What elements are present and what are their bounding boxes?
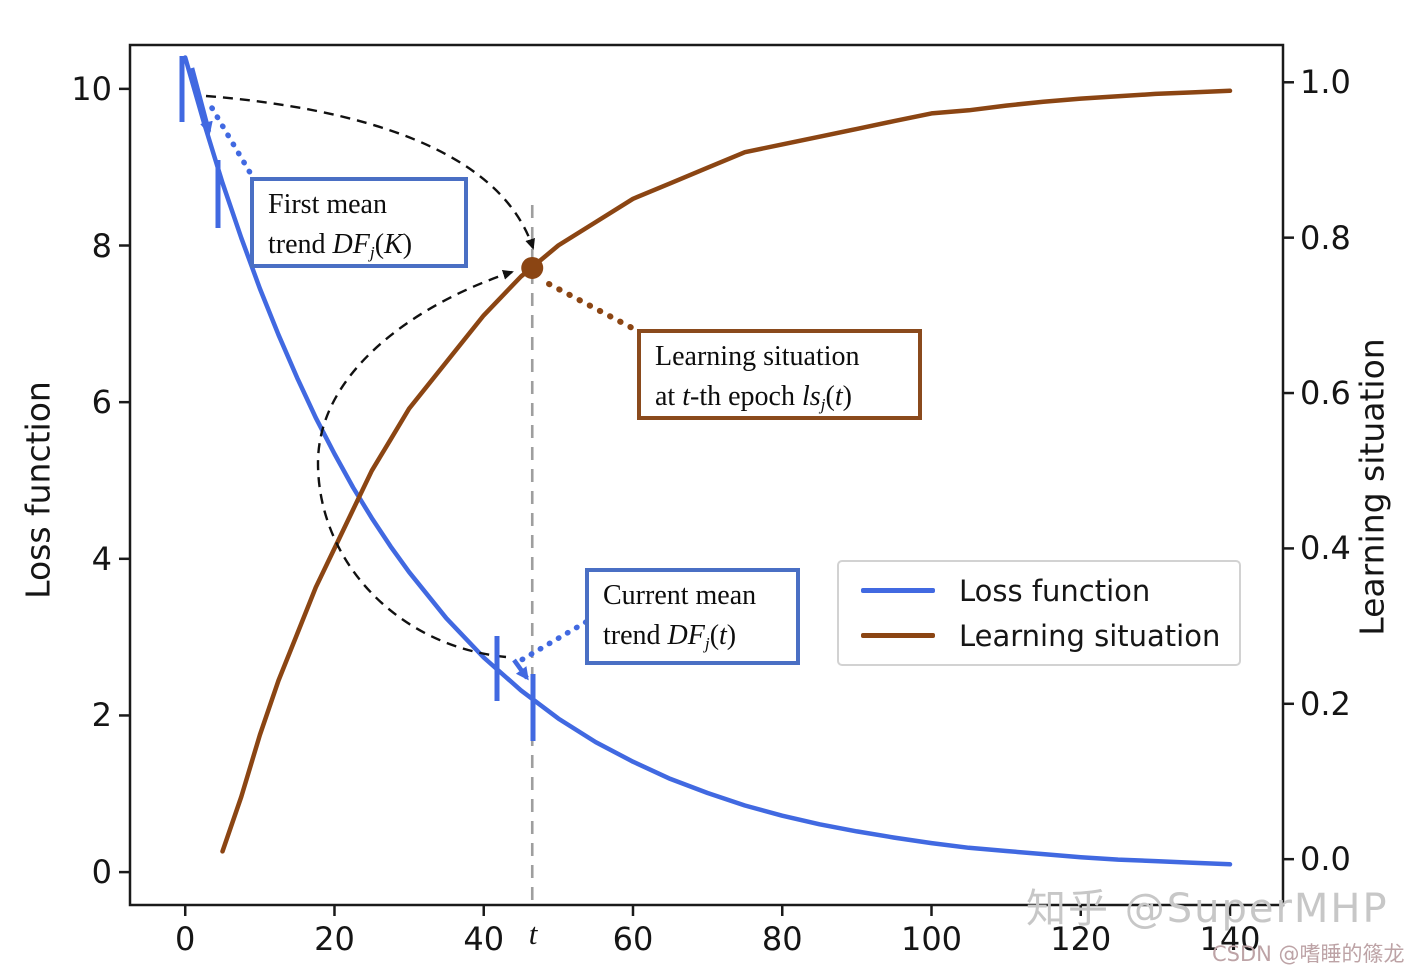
curve-loss-function xyxy=(182,55,1233,867)
annotation-line: trend DFj(K) xyxy=(268,228,413,262)
dashed-arrow-current-trend-to-dot xyxy=(316,270,514,659)
legend-label-learning: Learning situation xyxy=(959,618,1221,653)
y-right-tick-label: 0.0 xyxy=(1300,840,1351,879)
y-right-tick-label: 0.6 xyxy=(1300,374,1351,413)
x-tick-label: 100 xyxy=(900,920,963,958)
y-right-tick-label: 0.2 xyxy=(1300,684,1351,723)
dotted-connector-current-mean xyxy=(515,619,589,665)
t-tick-label: t xyxy=(528,916,538,951)
x-tick-label: 60 xyxy=(612,920,654,958)
y-axis-label-left: Loss function xyxy=(18,381,58,599)
watermark-csdn: CSDN @嗜睡的篠龙 xyxy=(1212,942,1404,966)
annotation-line: trend DFj(t) xyxy=(603,619,737,653)
y-left-tick-label: 6 xyxy=(91,383,112,422)
annotation-line: Learning situation xyxy=(655,341,860,372)
annotation-line: Current mean xyxy=(603,580,757,611)
y-left-tick-label: 8 xyxy=(91,226,112,265)
legend-line-learning xyxy=(861,633,935,638)
dotted-connector-learning-situation xyxy=(546,281,639,333)
current-trend-arrow xyxy=(512,658,529,681)
annotation-graphics xyxy=(179,56,639,741)
annotation-line: at t-th epoch lsj(t) xyxy=(655,380,852,414)
y-left-tick-label: 2 xyxy=(91,696,112,735)
curve-learning-situation xyxy=(220,88,1233,854)
dashed-arrow-first-trend-to-dot xyxy=(205,94,535,250)
y-axis-label-right: Learning situation xyxy=(1352,338,1392,636)
legend-line-loss xyxy=(861,588,935,593)
x-tick-label: 20 xyxy=(314,920,355,958)
dotted-connector-first-mean xyxy=(209,105,255,179)
legend-item-loss: Loss function xyxy=(839,574,1239,608)
annotation-box-learning-situation: Learning situation at t-th epoch lsj(t) xyxy=(637,329,922,420)
y-right-tick-label: 1.0 xyxy=(1300,63,1351,102)
legend-label-loss: Loss function xyxy=(959,573,1151,608)
legend-item-learning: Learning situation xyxy=(839,619,1239,653)
y-left-tick-label: 10 xyxy=(71,69,112,108)
y-left-tick-label: 4 xyxy=(91,539,112,578)
first-trend-arrow xyxy=(189,67,213,135)
axes-spines xyxy=(128,43,1285,907)
learning-situation-point xyxy=(521,256,544,279)
annotation-line: First mean xyxy=(268,189,387,220)
y-left-tick-label: 0 xyxy=(91,853,112,892)
x-tick-label: 140 xyxy=(1199,920,1261,958)
legend: Loss function Learning situation xyxy=(837,560,1241,666)
x-tick-label: 0 xyxy=(175,920,196,958)
x-tick-label: 40 xyxy=(463,920,505,958)
annotation-box-first-mean: First mean trend DFj(K) xyxy=(250,177,468,268)
y-right-tick-label: 0.8 xyxy=(1300,218,1351,257)
y-right-tick-label: 0.4 xyxy=(1300,529,1351,568)
x-tick-label: 80 xyxy=(761,920,803,958)
x-tick-label: 120 xyxy=(1050,920,1112,958)
annotation-box-current-mean: Current mean trend DFj(t) xyxy=(585,568,800,665)
watermark-zhihu: 知乎 @SuperMHP xyxy=(1026,886,1389,932)
